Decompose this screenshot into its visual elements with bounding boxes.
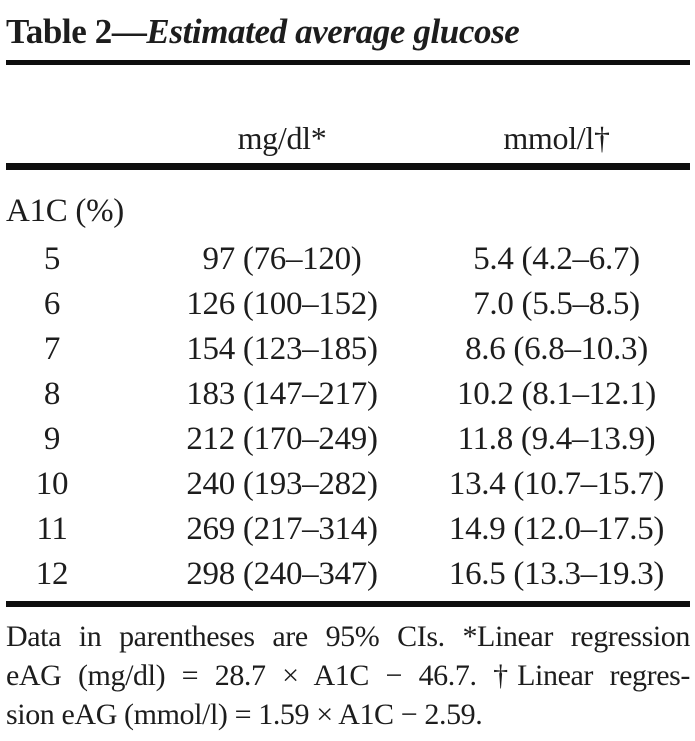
table-title: Table 2—Estimated average glucose [6,12,690,52]
mgdl-cell: 126 (100–152) [186,286,378,322]
mmoll-cell: 13.4 (10.7–15.7) [448,466,665,502]
mmoll-cell: 14.9 (12.0–17.5) [448,511,665,547]
a1c-cell: 7 [43,331,61,367]
mgdl-cell: 183 (147–217) [186,376,378,412]
mmoll-cell: 5.4 (4.2–6.7) [473,241,640,277]
table-row: 9 212 (170–249) 11.8 (9.4–13.9) [6,417,690,462]
row-group-label: A1C (%) [6,193,124,229]
a1c-cell: 9 [43,421,61,457]
col-header-empty [6,120,98,156]
table-caption: Estimated average glucose [146,12,520,51]
title-rule [6,60,690,65]
table-row: 12 298 (240–347) 16.5 (13.3–19.3) [6,552,690,597]
footer-rule [6,601,690,607]
mmoll-cell: 8.6 (6.8–10.3) [465,331,648,367]
mmoll-cell: 11.8 (9.4–13.9) [457,421,656,457]
mgdl-cell: 154 (123–185) [186,331,378,367]
mgdl-cell: 298 (240–347) [186,556,378,592]
a1c-cell: 6 [43,286,61,322]
footnote-line: eAG (mg/dl) = 28.7 × A1C − 46.7. †Linear… [6,659,690,692]
title-dash: — [111,12,147,51]
table-row: 8 183 (147–217) 10.2 (8.1–12.1) [6,372,690,417]
table-row: 11 269 (217–314) 14.9 (12.0–17.5) [6,507,690,552]
header-rule [6,163,690,170]
footnote-line: sion eAG (mmol/l) = 1.59 × A1C − 2.59. [6,698,483,731]
a1c-cell: 11 [36,511,68,547]
mgdl-cell: 212 (170–249) [186,421,378,457]
mgdl-cell: 269 (217–314) [186,511,378,547]
table-row: 5 97 (76–120) 5.4 (4.2–6.7) [6,237,690,282]
a1c-cell: 5 [43,241,61,277]
column-header-row: mg/dl* mmol/l† [6,65,690,156]
table-row: 7 154 (123–185) 8.6 (6.8–10.3) [6,327,690,372]
col-header-mgdl: mg/dl* [237,120,327,156]
table-row: 10 240 (193–282) 13.4 (10.7–15.7) [6,462,690,507]
a1c-cell: 10 [35,466,69,502]
mmoll-cell: 10.2 (8.1–12.1) [457,376,656,412]
mgdl-cell: 97 (76–120) [202,241,362,277]
col-header-mmoll: mmol/l† [503,120,610,156]
mmoll-cell: 7.0 (5.5–8.5) [473,286,640,322]
table-footnote: Data in parentheses are 95% CIs. *Linear… [6,607,690,734]
a1c-cell: 12 [35,556,69,592]
footnote-line: Data in parentheses are 95% CIs. *Linear… [6,620,690,653]
mgdl-cell: 240 (193–282) [186,466,378,502]
table-number: Table 2 [6,12,112,51]
a1c-cell: 8 [43,376,61,412]
table-row: 6 126 (100–152) 7.0 (5.5–8.5) [6,282,690,327]
table-body: 5 97 (76–120) 5.4 (4.2–6.7) 6 126 (100–1… [6,237,690,597]
mmoll-cell: 16.5 (13.3–19.3) [448,556,665,592]
